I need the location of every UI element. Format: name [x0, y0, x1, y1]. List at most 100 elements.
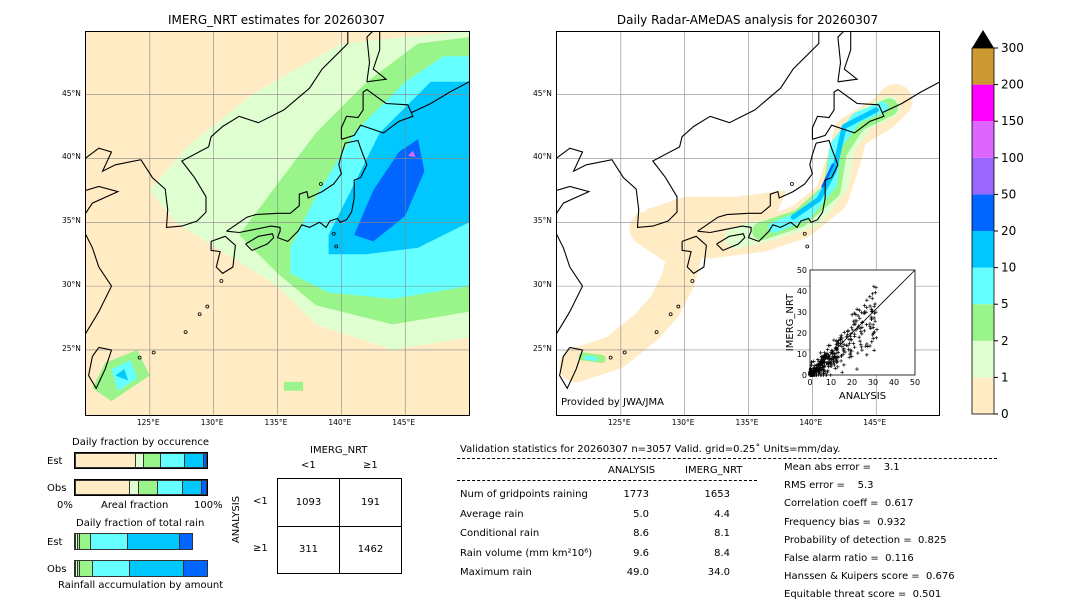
score-item: Frequency bias = 0.932 [784, 516, 906, 528]
scatter-point [825, 347, 830, 352]
occurrence-axis-right: 100% [194, 500, 223, 511]
scatter-point [821, 373, 826, 377]
occurrence-segment [143, 453, 161, 468]
contingency-box: 1093 191 311 1462 [277, 478, 402, 574]
occurrence-title: Daily fraction by occurence [72, 437, 210, 448]
scatter-y-tick: 20 [797, 329, 807, 338]
colorbar-tick-label: 200 [1001, 78, 1024, 92]
stats-imerg-value: 34.0 [707, 567, 730, 578]
scatter-point [846, 343, 850, 348]
colorbar-tick-label: 2 [1001, 334, 1009, 348]
scatter-point [873, 319, 877, 323]
scatter-point [830, 348, 835, 353]
colorbar-segment [972, 267, 994, 305]
island [802, 231, 807, 236]
score-item: Equitable threat score = 0.501 [784, 589, 942, 601]
scatter-point [844, 343, 849, 348]
scatter-point [874, 335, 879, 340]
scatter-point [828, 364, 833, 368]
scatter-point [826, 361, 831, 366]
occurrence-segment [135, 453, 144, 468]
coastline-shikoku [245, 233, 275, 252]
stats-imerg-value: 8.4 [714, 547, 730, 559]
scatter-point [836, 350, 841, 355]
occurrence-segment [130, 480, 140, 495]
coastline-sakhalin [366, 32, 388, 83]
scatter-point [851, 319, 856, 324]
scatter-point [840, 370, 844, 375]
scatter-point [870, 309, 875, 313]
scatter-point [869, 317, 874, 321]
coastline-hokkaido [340, 88, 414, 140]
scatter-point [859, 342, 863, 347]
scatter-point [845, 329, 850, 334]
scatter-point [808, 373, 812, 377]
coastline-kyushu [681, 235, 707, 275]
scatter-point [857, 308, 862, 312]
total-rain-segment [180, 533, 193, 550]
colorbar-tick-label: 10 [1001, 261, 1016, 275]
score-item: Hanssen & Kuipers score = 0.676 [784, 571, 955, 583]
scatter-point [859, 310, 864, 315]
scatter-point [813, 363, 817, 368]
scatter-point [874, 285, 878, 290]
coastline-mainland [86, 32, 349, 335]
scatter-x-tick: 20 [847, 378, 857, 387]
colorbar-tick-label: 50 [1001, 187, 1016, 201]
scatter-y-tick: 40 [797, 287, 807, 296]
total-rain-segment [92, 560, 130, 577]
stats-imerg-value: 4.4 [714, 508, 730, 520]
scatter-point [816, 365, 820, 370]
cell-ge1-ge1: 1462 [357, 544, 384, 555]
lat-tick-label: 40°N [62, 152, 81, 162]
scatter-point [868, 326, 873, 331]
scatter-point [826, 364, 831, 369]
contingency-col-ge1: ≥1 [363, 460, 378, 471]
island [197, 312, 202, 317]
scatter-point [868, 344, 872, 348]
scatter-y-tick: 50 [797, 266, 807, 275]
scatter-point [818, 370, 822, 375]
total-rain-title: Daily fraction of total rain [76, 518, 205, 529]
total-rain-segment [76, 533, 78, 550]
stats-analysis-value: 8.6 [633, 528, 649, 539]
island [805, 244, 810, 249]
stats-row-label: Maximum rain [460, 567, 532, 578]
scatter-point [865, 342, 869, 346]
scatter-point [840, 340, 845, 344]
scatter-point [871, 323, 875, 327]
occurrence-segment [182, 480, 202, 495]
total-rain-segment [80, 533, 92, 550]
scatter-point [849, 354, 854, 359]
scatter-point [828, 361, 833, 365]
stats-row-label: Rain volume (mm km²10⁶) [460, 547, 593, 559]
scatter-point [854, 312, 858, 317]
coastline-sakhalin [837, 32, 859, 83]
right-map-title: Daily Radar-AMeDAS analysis for 20260307 [616, 13, 879, 27]
colorbar-tick-label: 1 [1001, 370, 1009, 384]
score-item: Probability of detection = 0.825 [784, 534, 947, 546]
scatter-y-tick: 10 [797, 350, 807, 359]
colorbar: 0 1 2 5 10 20 50 100 150 200 300 [971, 30, 1024, 421]
scatter-point [860, 348, 864, 352]
scatter-point [834, 345, 838, 350]
cell-lt1-lt1: 1093 [295, 497, 322, 508]
scatter-point [856, 351, 860, 355]
stats-header: Validation statistics for 20260307 n=305… [460, 444, 841, 455]
contingency-row-title: ANALYSIS [231, 495, 243, 544]
island [219, 279, 224, 283]
island [668, 312, 673, 317]
scatter-point [816, 362, 821, 367]
scatter-point [855, 307, 859, 312]
lat-tick-label: 35°N [62, 216, 81, 226]
scatter-point [847, 341, 852, 346]
scatter-point [826, 353, 831, 357]
lon-tick-label: 140°E [328, 418, 352, 427]
island [183, 330, 188, 334]
scatter-point [838, 342, 843, 346]
coastline-kurils [882, 81, 939, 113]
scatter-point [859, 329, 863, 334]
occurrence-segment [75, 480, 131, 495]
lon-tick-label: 130°E [200, 418, 224, 427]
occurrence-segment [185, 453, 204, 468]
